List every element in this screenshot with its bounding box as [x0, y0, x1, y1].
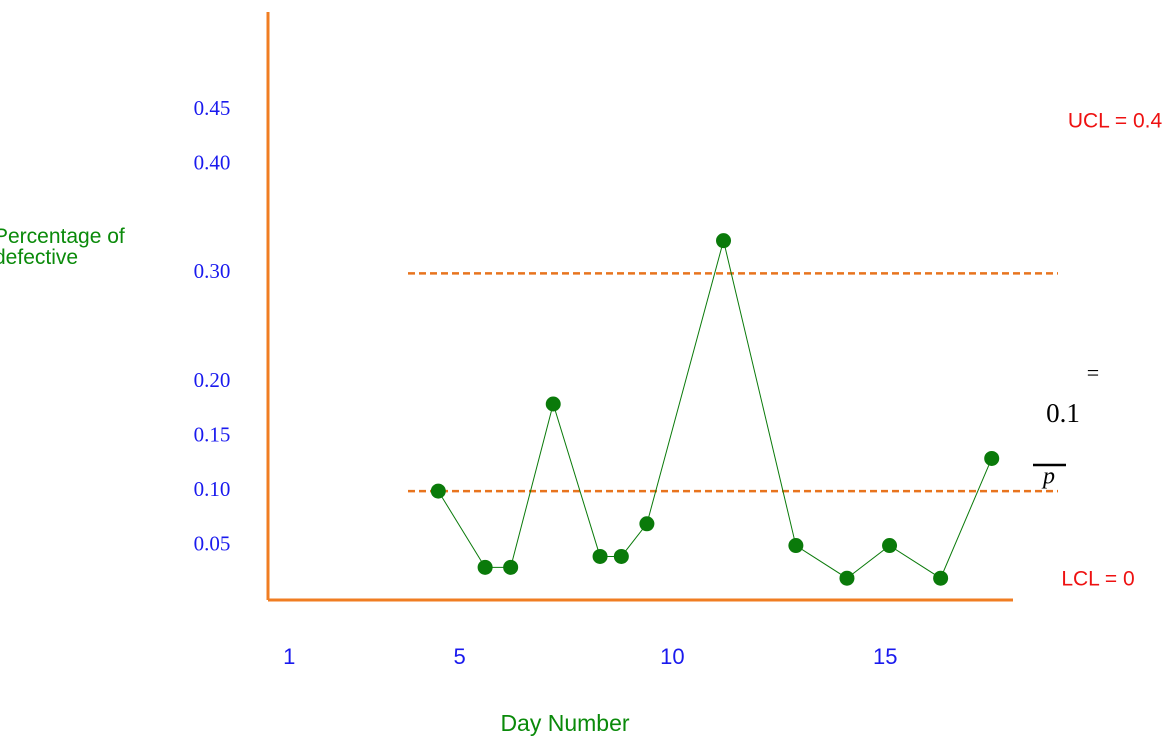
x-tick-label: 1 [283, 644, 295, 669]
y-tick-label: 0.45 [194, 96, 231, 120]
y-tick-label: 0.20 [194, 368, 231, 392]
data-point [716, 233, 732, 249]
x-tick-label: 5 [453, 644, 465, 669]
y-tick-label: 0.10 [194, 477, 231, 501]
data-point [788, 538, 804, 554]
annotation: = [1087, 360, 1099, 385]
data-point [984, 450, 1000, 466]
data-point [545, 396, 561, 412]
y-axis-label: Percentage of defective [0, 225, 125, 269]
data-point [613, 548, 629, 564]
y-tick-label: 0.30 [194, 259, 231, 283]
data-point [639, 516, 655, 532]
data-point [477, 559, 493, 575]
data-point [839, 570, 855, 586]
y-tick-label: 0.40 [194, 150, 231, 174]
x-tick-label: 15 [873, 644, 897, 669]
annotation: p [1041, 464, 1055, 490]
data-point [882, 538, 898, 554]
y-tick-label: 0.05 [194, 531, 231, 555]
annotation: LCL = 0 [1061, 568, 1134, 591]
x-tick-label: 10 [660, 644, 684, 669]
data-point [430, 483, 446, 499]
data-point [503, 559, 519, 575]
data-line [437, 240, 993, 579]
data-point [933, 570, 949, 586]
data-point [592, 548, 608, 564]
annotation: 0.1 [1046, 398, 1080, 428]
annotation: UCL = 0.4 [1068, 110, 1163, 133]
y-tick-label: 0.15 [194, 422, 231, 446]
x-axis-label: Day Number [500, 710, 629, 736]
